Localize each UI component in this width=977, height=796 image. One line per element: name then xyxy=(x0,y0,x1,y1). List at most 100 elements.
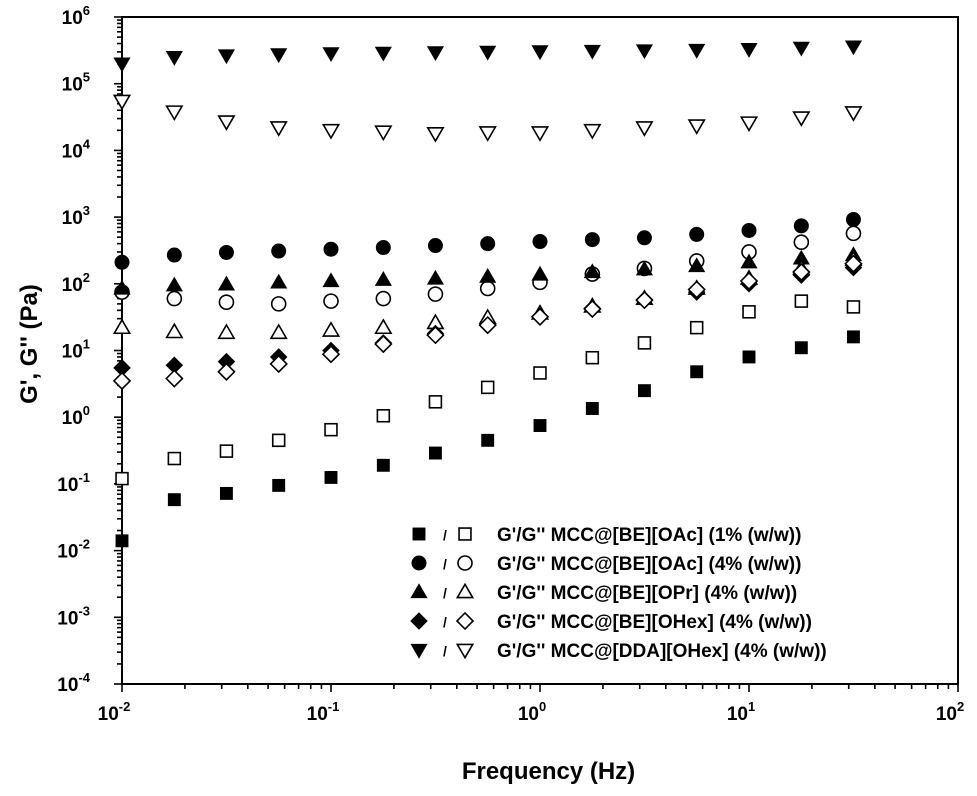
data-point xyxy=(742,305,756,319)
data-point xyxy=(321,345,341,364)
data-point xyxy=(739,116,759,133)
data-point xyxy=(270,273,288,289)
data-point xyxy=(793,234,810,251)
x-tick-label: 101 xyxy=(727,699,755,725)
data-point xyxy=(794,294,809,308)
y-tick-label: 102 xyxy=(62,270,90,296)
data-point xyxy=(324,422,338,437)
data-point xyxy=(531,265,549,281)
series-square-open xyxy=(115,294,861,486)
legend-marker-open xyxy=(455,611,475,631)
data-point xyxy=(688,257,706,273)
data-point xyxy=(376,458,390,472)
data-point xyxy=(479,267,497,283)
plot-marks: 10-2 10-1 100 101 102 10-4 10-3 10-2 10-1 100 101 1… xyxy=(57,3,964,725)
data-point xyxy=(533,419,547,432)
legend-label: G'/G'' MCC@[DDA][OHex] (4% (w/w)) xyxy=(497,641,827,662)
series-triangle-down-filled xyxy=(113,40,863,73)
data-point xyxy=(426,325,445,345)
data-point xyxy=(480,236,496,252)
data-point xyxy=(115,471,129,486)
legend: / G'/G'' MCC@[BE][OAc] (1% (w/w)) / G'/G'' … xyxy=(410,525,827,662)
data-point xyxy=(846,330,860,344)
data-point xyxy=(530,126,550,142)
data-point xyxy=(740,43,758,58)
data-point xyxy=(531,45,549,61)
data-point xyxy=(635,290,654,310)
y-tick-label: 104 xyxy=(62,136,91,162)
data-point xyxy=(636,230,652,246)
data-point xyxy=(480,380,495,395)
series-triangle-up-filled xyxy=(113,246,863,295)
data-point xyxy=(165,369,184,388)
data-point xyxy=(583,44,601,60)
legend-marker-filled xyxy=(410,643,428,659)
data-point xyxy=(217,49,236,65)
data-point xyxy=(428,395,443,409)
data-point xyxy=(376,409,391,423)
data-point xyxy=(167,451,182,466)
series-circle-open xyxy=(114,225,862,312)
data-point xyxy=(165,105,184,122)
legend-separator: / xyxy=(443,643,447,659)
data-point xyxy=(374,334,393,354)
data-point xyxy=(374,46,392,62)
legend-separator: / xyxy=(443,614,447,630)
x-axis-label: Frequency (Hz) xyxy=(461,758,636,785)
y-tick-label: 10-2 xyxy=(57,537,90,563)
x-tick-label: 100 xyxy=(518,699,546,725)
data-point xyxy=(112,94,132,111)
data-point xyxy=(166,247,182,263)
data-point xyxy=(269,121,288,137)
data-point xyxy=(426,126,445,143)
data-point xyxy=(583,299,602,319)
data-point xyxy=(583,123,602,140)
data-point xyxy=(271,243,287,259)
data-point xyxy=(583,263,601,279)
legend-marker-open xyxy=(457,555,473,571)
x-tick-label: 102 xyxy=(936,699,964,725)
series-circle-filled xyxy=(114,212,861,270)
data-point xyxy=(689,320,704,335)
data-point xyxy=(321,321,341,337)
x-tick-label: 10-1 xyxy=(307,699,340,725)
data-point xyxy=(426,46,445,62)
data-point xyxy=(219,486,233,500)
legend-marker-filled xyxy=(410,583,428,599)
series-diamond-open xyxy=(112,254,863,391)
series-square-filled xyxy=(115,330,860,548)
legend-marker-filled xyxy=(410,612,428,630)
data-point xyxy=(479,45,497,61)
data-point xyxy=(322,47,340,63)
data-point xyxy=(689,226,705,242)
data-point xyxy=(635,121,654,137)
data-point xyxy=(740,253,758,269)
data-point xyxy=(794,341,808,355)
data-point xyxy=(479,280,496,297)
series-triangle-down-open xyxy=(112,94,863,143)
data-point xyxy=(271,433,286,448)
y-tick-label: 106 xyxy=(62,3,90,29)
data-point xyxy=(323,241,339,257)
data-point xyxy=(792,111,811,127)
data-point xyxy=(375,290,392,307)
data-point xyxy=(741,222,757,238)
legend-marker-filled xyxy=(412,527,426,541)
data-point xyxy=(323,293,339,309)
data-point xyxy=(481,433,495,447)
data-point xyxy=(218,294,235,310)
data-point xyxy=(792,41,810,57)
data-point xyxy=(427,238,443,254)
data-point xyxy=(635,260,654,276)
data-point xyxy=(165,276,183,292)
data-point xyxy=(845,225,862,242)
data-point xyxy=(533,366,547,380)
data-point xyxy=(217,275,236,291)
y-tick-label: 10-3 xyxy=(57,603,90,629)
data-point xyxy=(113,57,131,73)
legend-label: G'/G'' MCC@[BE][OAc] (1% (w/w)) xyxy=(497,525,801,546)
legend-marker-filled xyxy=(411,555,427,571)
data-point xyxy=(845,212,861,228)
legend-label: G'/G'' MCC@[BE][OPr] (4% (w/w)) xyxy=(497,583,797,604)
